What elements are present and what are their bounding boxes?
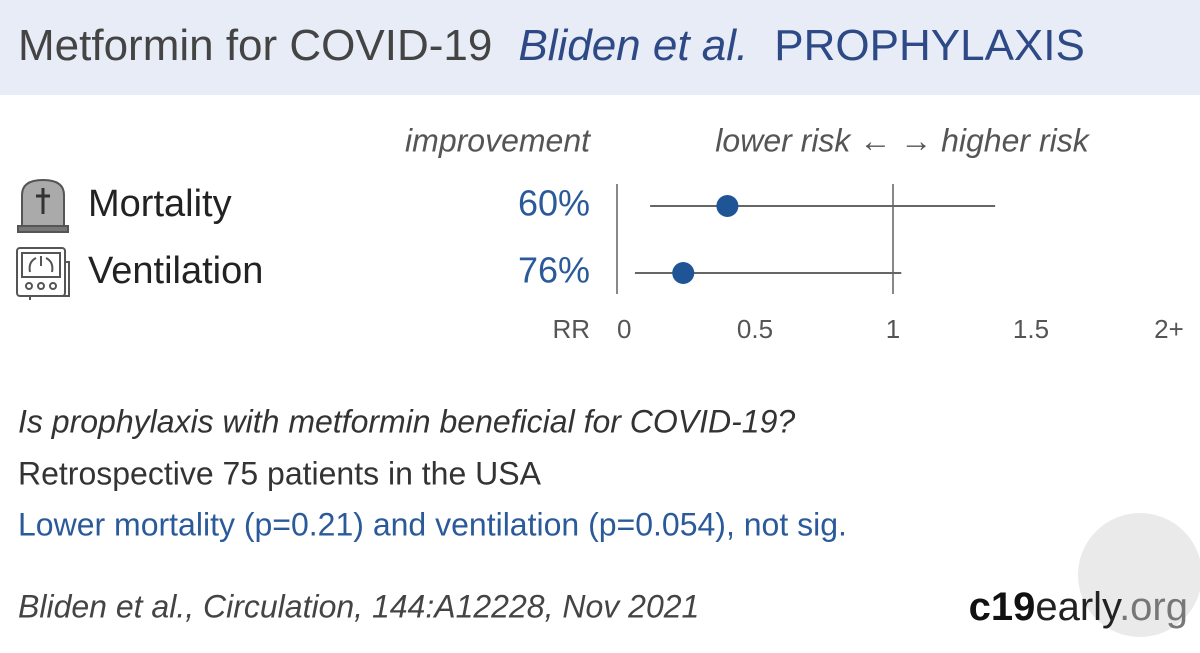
ventilator-icon bbox=[16, 247, 70, 300]
category: PROPHYLAXIS bbox=[774, 21, 1085, 70]
brand: c19early.org bbox=[969, 585, 1188, 629]
point-estimate bbox=[672, 262, 695, 284]
direction-heading: lower risk ← → higher risk bbox=[715, 122, 1090, 158]
header-title: Metformin for COVID-19 Bliden et al. PROPH… bbox=[18, 21, 1085, 70]
improvement-label: 76% bbox=[518, 250, 590, 291]
x-tick-label: 0.5 bbox=[737, 314, 773, 344]
category-label: Mortality bbox=[88, 183, 232, 225]
category-label: Ventilation bbox=[88, 250, 263, 292]
brand-bold: c19 bbox=[969, 585, 1036, 629]
point-estimate bbox=[716, 195, 739, 217]
x-axis-label: RR bbox=[552, 314, 590, 344]
summary-details: Retrospective 75 patients in the USA bbox=[18, 455, 542, 491]
brand-tail: .org bbox=[1119, 585, 1188, 629]
improvement-label: 60% bbox=[518, 183, 590, 224]
header-band bbox=[0, 0, 1200, 95]
x-tick-label: 1 bbox=[886, 314, 900, 344]
title: Metformin for COVID-19 bbox=[18, 21, 492, 70]
authors: Bliden et al. bbox=[518, 21, 748, 70]
citation: Bliden et al., Circulation, 144:A12228, … bbox=[18, 588, 699, 624]
x-tick-label: 1.5 bbox=[1013, 314, 1049, 344]
tombstone-icon bbox=[17, 178, 69, 233]
summary-question: Is prophylaxis with metformin beneficial… bbox=[18, 403, 795, 439]
x-tick-label: 0 bbox=[617, 314, 631, 344]
brand-main: early bbox=[1035, 585, 1122, 629]
virus-decoration bbox=[1078, 513, 1200, 637]
x-tick-label: 2+ bbox=[1154, 314, 1184, 344]
improvement-heading: improvement bbox=[405, 122, 591, 158]
summary-result: Lower mortality (p=0.21) and ventilation… bbox=[18, 506, 847, 542]
